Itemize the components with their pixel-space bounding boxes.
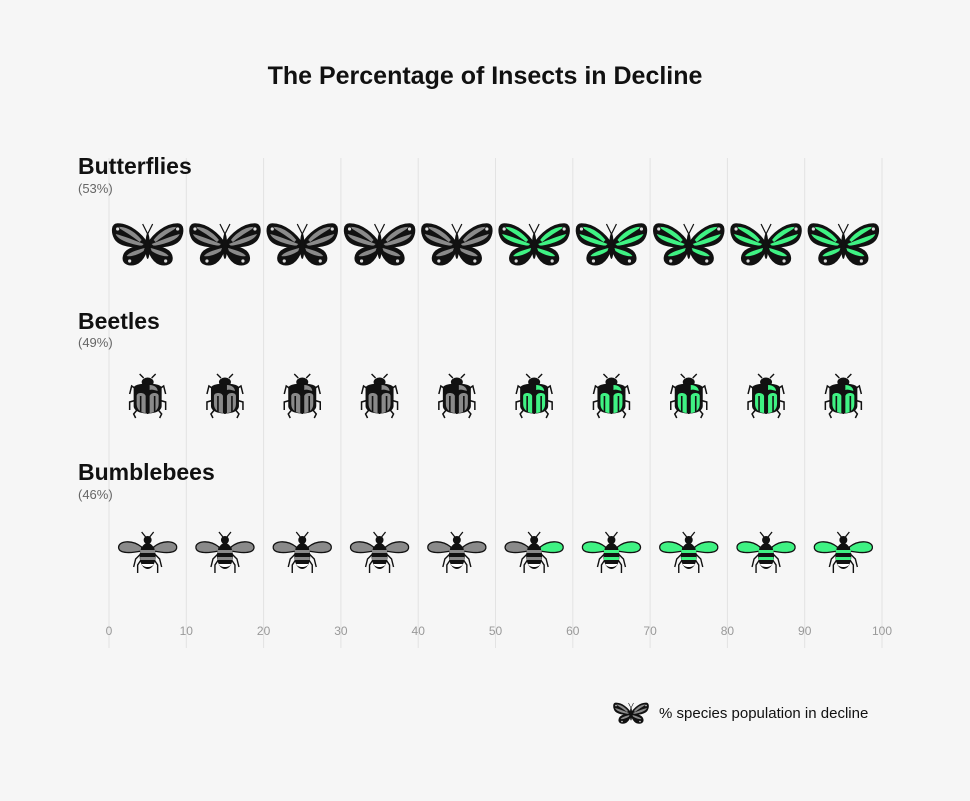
bumblebee-icon [581, 531, 642, 573]
x-tick-label: 10 [180, 624, 194, 638]
beetle-icon [824, 373, 863, 419]
category-percent: (46%) [78, 487, 113, 502]
x-tick-label: 0 [106, 624, 113, 638]
bumblebee-icon [195, 531, 255, 573]
butterfly-icon [730, 223, 802, 266]
butterfly-icon [266, 223, 338, 266]
butterfly-icon [498, 223, 570, 266]
bumblebee-icon [504, 531, 564, 573]
x-tick-label: 50 [489, 624, 503, 638]
category-percent: (53%) [78, 181, 113, 196]
category-row: Butterflies (53%) [78, 153, 880, 266]
x-tick-label: 90 [798, 624, 812, 638]
category-percent: (49%) [78, 335, 113, 350]
beetle-icon [515, 373, 553, 419]
x-tick-label: 60 [566, 624, 580, 638]
bumblebee-icon [659, 531, 719, 573]
x-tick-label: 100 [872, 624, 892, 638]
bumblebee-icon [813, 531, 873, 573]
legend-label: % species population in decline [659, 705, 868, 722]
butterfly-icon [189, 223, 261, 266]
beetle-icon [128, 373, 167, 419]
bumblebee-icon [427, 531, 487, 573]
beetle-icon [670, 373, 708, 419]
bumblebee-icon [736, 531, 796, 573]
beetle-icon [438, 373, 476, 419]
bumblebee-icon [118, 531, 178, 573]
category-rows: Butterflies (53%) Beetles(49%) Bumblebees (4… [78, 153, 880, 573]
category-name: Bumblebees [78, 459, 215, 485]
butterfly-icon [343, 223, 416, 266]
category-name: Beetles [78, 308, 160, 334]
x-tick-label: 20 [257, 624, 271, 638]
beetle-icon [747, 373, 785, 419]
chart-title: The Percentage of Insects in Decline [268, 62, 703, 90]
beetle-icon [283, 373, 321, 419]
butterfly-icon [807, 223, 880, 266]
beetle-icon [360, 373, 399, 419]
bumblebee-icon [272, 531, 332, 573]
butterfly-icon [421, 223, 493, 266]
beetle-icon [206, 373, 244, 419]
x-tick-label: 80 [721, 624, 735, 638]
beetle-icon [592, 373, 631, 419]
category-row: Bumblebees (46%) [78, 459, 873, 573]
butterfly-icon [111, 223, 184, 266]
grid-lines [108, 158, 883, 648]
x-tick-label: 70 [643, 624, 657, 638]
x-axis-ticks: 0 10 20 30 40 50 60 70 80 90 100 [106, 624, 893, 638]
butterfly-icon [575, 223, 648, 266]
butterfly-icon [613, 702, 649, 724]
category-row: Beetles(49%) [78, 308, 863, 419]
legend: % species population in decline [613, 702, 868, 724]
x-tick-label: 40 [412, 624, 426, 638]
legend-butterfly-icon [613, 702, 649, 724]
butterfly-icon [653, 223, 725, 266]
x-tick-label: 30 [334, 624, 348, 638]
category-name: Butterflies [78, 153, 192, 179]
bumblebee-icon [349, 531, 410, 573]
